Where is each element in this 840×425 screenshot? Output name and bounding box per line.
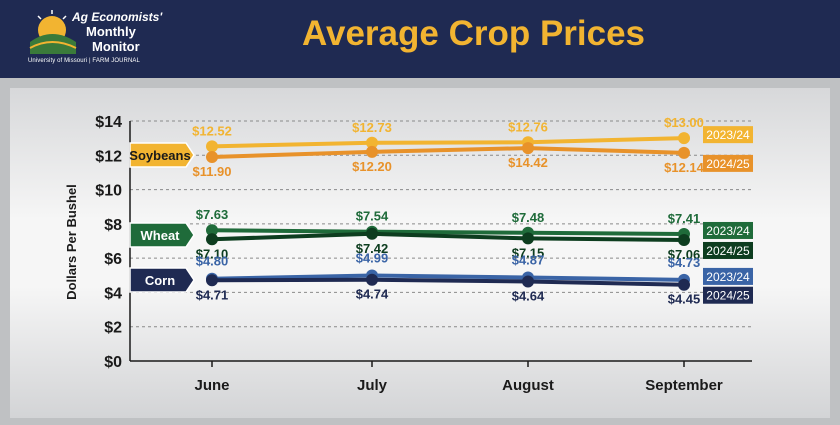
- wheat-data-label: $7.10: [196, 246, 229, 261]
- soybeans-year-tag: [703, 126, 753, 144]
- corn-point: [206, 274, 218, 287]
- soybeans-year-label: 2023/24: [706, 128, 750, 142]
- soybeans-data-label: $13.00: [664, 115, 704, 130]
- logo-text-line3: Monitor: [92, 39, 140, 54]
- y-axis-title: Dollars Per Bushel: [64, 184, 79, 300]
- soybeans-year-label: 2024/25: [706, 157, 750, 171]
- soybeans-point: [206, 140, 218, 153]
- wheat-year-tag: [703, 221, 753, 239]
- y-tick-label: $12: [95, 148, 122, 165]
- wheat-data-label: $7.54: [356, 209, 389, 224]
- wheat-year-label: 2024/25: [706, 244, 750, 258]
- corn-year-label: 2023/24: [706, 270, 750, 284]
- corn-data-label: $4.64: [512, 288, 545, 303]
- wheat-line-current: [211, 231, 685, 242]
- wheat-data-label: $7.15: [512, 245, 545, 260]
- y-tick-label: $6: [104, 251, 122, 268]
- corn-point: [678, 278, 690, 291]
- corn-year-tag: [703, 286, 753, 304]
- soybeans-data-label: $12.52: [192, 123, 232, 138]
- soybeans-data-label: $11.90: [192, 164, 231, 179]
- corn-data-label: $4.80: [196, 254, 229, 269]
- x-tick-label: July: [357, 377, 388, 394]
- soybeans-point: [366, 145, 378, 158]
- corn-data-label: $4.87: [512, 253, 545, 268]
- x-tick-label: September: [645, 377, 723, 394]
- soybeans-point: [522, 142, 534, 155]
- y-tick-label: $10: [95, 183, 122, 200]
- soybeans-line-current: [211, 146, 685, 159]
- corn-series-label: Corn: [145, 273, 175, 288]
- x-tick-label: June: [194, 377, 229, 394]
- wheat-point: [522, 232, 534, 245]
- logo-text-line4: University of Missouri | FARM JOURNAL: [28, 58, 140, 64]
- corn-data-label: $4.45: [668, 292, 701, 307]
- header-bar: Ag Economists' Monthly Monitor Universit…: [0, 0, 840, 78]
- corn-series-tag: [129, 267, 195, 293]
- soybeans-data-label: $14.42: [508, 155, 548, 170]
- wheat-line-prior: [211, 228, 685, 236]
- wheat-year-tag: [703, 241, 753, 259]
- x-tick-label: August: [502, 377, 554, 394]
- corn-year-tag: [703, 267, 753, 285]
- y-tick-label: $2: [104, 320, 122, 337]
- wheat-point: [206, 224, 218, 237]
- logo-text-line2: Monthly: [86, 24, 136, 39]
- monthly-monitor-logo: Ag Economists' Monthly Monitor Universit…: [28, 8, 178, 72]
- wheat-point: [206, 233, 218, 246]
- page-title: Average Crop Prices: [302, 14, 646, 53]
- wheat-point: [678, 233, 690, 246]
- sun-field-icon: [29, 10, 77, 54]
- y-tick-label: $8: [104, 217, 122, 234]
- wheat-data-label: $7.41: [668, 211, 701, 226]
- y-tick-label: $0: [104, 354, 122, 371]
- corn-point: [522, 275, 534, 288]
- soybeans-line-prior: [211, 136, 685, 149]
- corn-data-label: $4.71: [196, 287, 229, 302]
- soybeans-data-label: $12.14: [664, 160, 705, 175]
- corn-data-label: $4.99: [356, 250, 389, 265]
- wheat-data-label: $7.63: [196, 207, 229, 222]
- wheat-point: [366, 227, 378, 240]
- corn-year-label: 2024/25: [706, 289, 750, 303]
- corn-line-current: [211, 277, 685, 287]
- wheat-data-label: $7.06: [668, 247, 701, 262]
- y-tick-label: $14: [95, 114, 122, 131]
- soybeans-year-tag: [703, 154, 753, 172]
- wheat-series-tag: [129, 222, 195, 248]
- wheat-data-label: $7.48: [512, 210, 545, 225]
- soybeans-point: [366, 136, 378, 149]
- wheat-data-label: $7.42: [356, 241, 389, 256]
- corn-data-label: $4.73: [668, 255, 701, 270]
- soybeans-point: [678, 132, 690, 145]
- corn-data-label: $4.74: [356, 287, 389, 302]
- wheat-series-label: Wheat: [141, 228, 181, 243]
- soybeans-data-label: $12.76: [508, 119, 548, 134]
- wheat-year-label: 2023/24: [706, 224, 750, 238]
- corn-line-prior: [211, 273, 685, 282]
- soybeans-point: [678, 146, 690, 159]
- soybeans-data-label: $12.20: [352, 159, 392, 174]
- soybeans-series-label: Soybeans: [129, 148, 190, 163]
- y-tick-label: $4: [104, 285, 122, 302]
- logo-text-line1: Ag Economists': [72, 10, 163, 24]
- soybeans-data-label: $12.73: [352, 120, 392, 135]
- soybeans-series-tag: [129, 142, 195, 168]
- corn-point: [366, 273, 378, 286]
- soybeans-point: [206, 151, 218, 163]
